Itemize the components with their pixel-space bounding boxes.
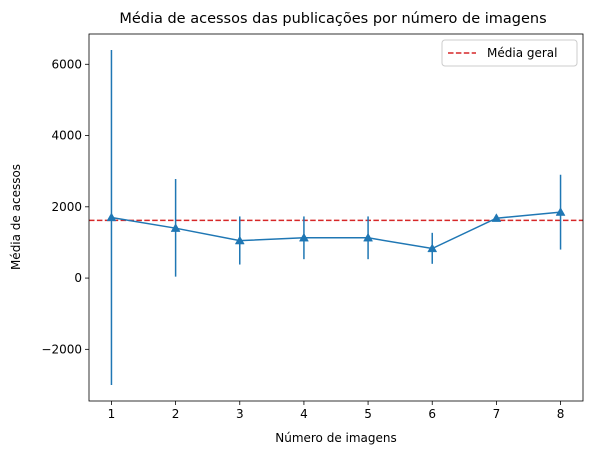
legend-label-media-geral: Média geral xyxy=(487,46,557,60)
x-tick-label: 6 xyxy=(428,407,436,421)
y-tick-label: 6000 xyxy=(51,57,82,71)
y-tick-label: 0 xyxy=(74,271,82,285)
x-tick-label: 3 xyxy=(236,407,244,421)
x-tick-label: 2 xyxy=(172,407,180,421)
data-point-marker xyxy=(555,207,566,216)
data-point-marker xyxy=(170,223,181,232)
x-tick-label: 7 xyxy=(493,407,501,421)
data-point-marker xyxy=(491,213,502,222)
series-line xyxy=(111,211,561,250)
x-axis-label: Número de imagens xyxy=(275,431,397,445)
chart-title: Média de acessos das publicações por núm… xyxy=(119,11,546,27)
legend-frame xyxy=(441,39,578,67)
x-tick-label: 5 xyxy=(364,407,372,421)
x-tick-label: 4 xyxy=(300,407,308,421)
data-point-marker xyxy=(106,212,117,222)
axes: 1 2 3 4 5 6 7 8 −2000 0 2000 4000 6000 xyxy=(41,57,564,421)
data-point-marker xyxy=(234,235,245,245)
plot-border xyxy=(88,33,584,402)
x-tick-label: 1 xyxy=(108,407,116,421)
x-tick-label: 8 xyxy=(557,407,565,421)
y-axis-label: Média de acessos xyxy=(9,164,23,270)
data-point-marker xyxy=(363,232,374,242)
data-point-marker xyxy=(427,243,438,253)
y-tick-label: −2000 xyxy=(41,342,82,356)
data-point-marker xyxy=(298,232,309,242)
series-layer xyxy=(106,50,566,385)
legend: Média geral xyxy=(441,39,578,67)
y-tick-label: 4000 xyxy=(51,129,82,143)
y-tick-label: 2000 xyxy=(51,200,82,214)
